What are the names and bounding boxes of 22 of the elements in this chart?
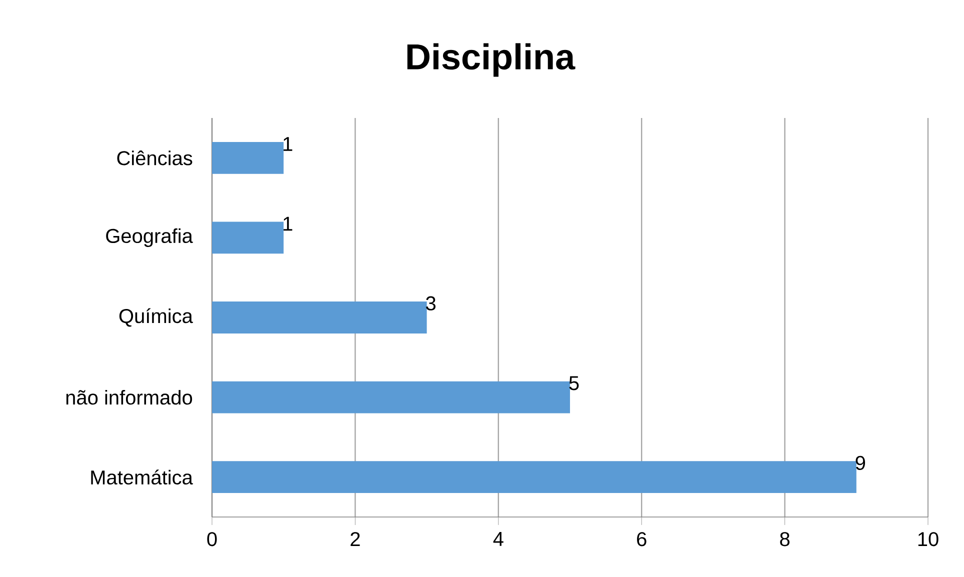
x-tick-label: 2 [350,532,360,546]
data-label: 5 [569,376,579,390]
data-label: 1 [284,216,292,231]
y-tick-label: Geografia [106,228,193,248]
bar [212,222,284,254]
bar [212,461,856,494]
data-label: 3 [426,296,436,310]
x-tick-label: 0 [207,532,217,546]
x-tick-label: 8 [780,532,790,546]
bar [212,142,284,174]
x-tick-label: 4 [493,532,504,546]
y-tick-label: Ciências [117,150,192,166]
data-label: 9 [856,456,866,470]
x-tick-label: 10 [918,532,938,546]
y-tick-label: não informado [66,390,192,405]
data-label: 1 [284,137,292,151]
y-tick-label: Química [119,308,193,327]
chart-title: Disciplina [407,43,576,77]
bar [212,302,427,334]
x-tick-label: 6 [637,532,646,546]
y-tick-label: Matemática [91,470,193,485]
bar [212,381,570,414]
